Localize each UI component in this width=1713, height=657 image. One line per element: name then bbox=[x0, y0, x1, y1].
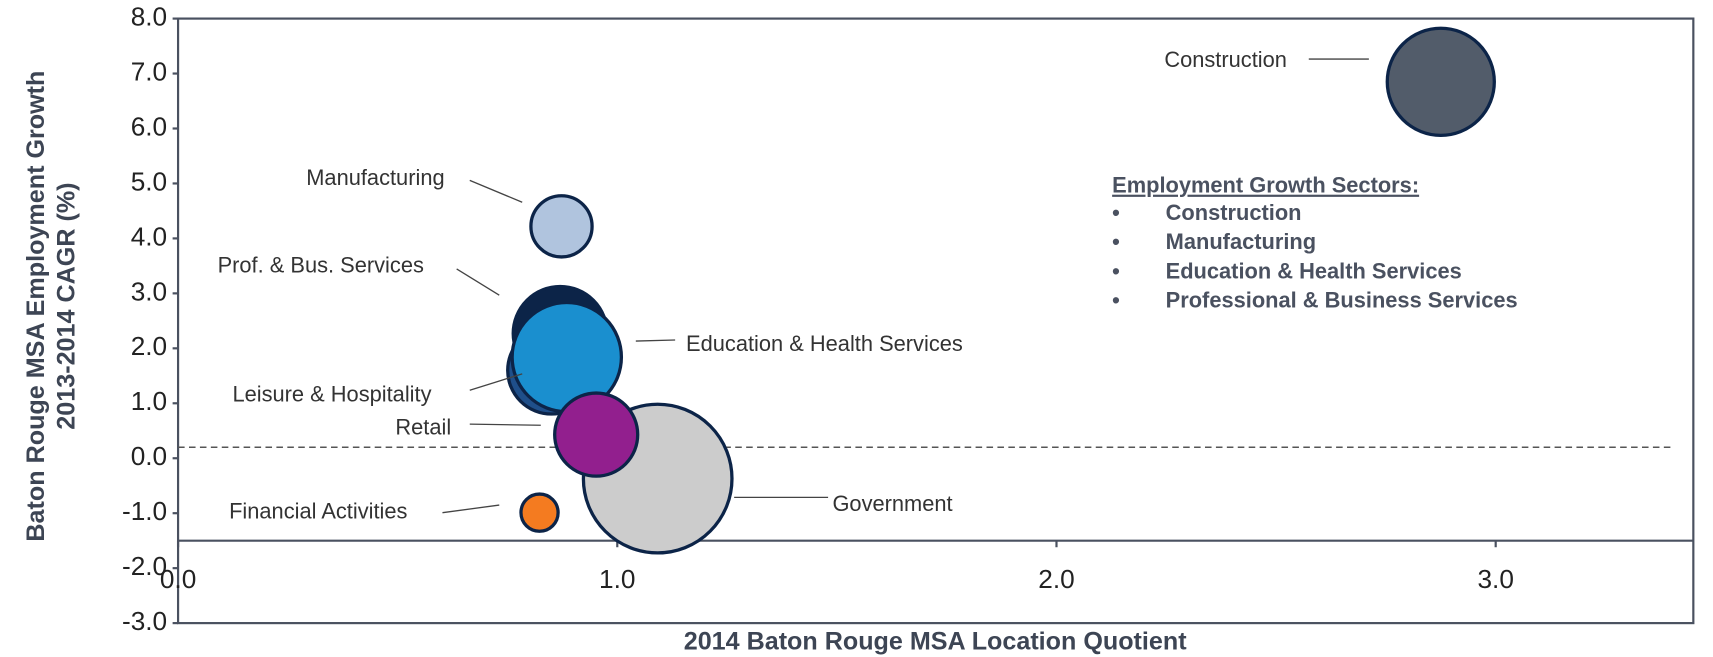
y-tick-label: 2.0 bbox=[131, 331, 167, 361]
leader-line bbox=[456, 268, 500, 296]
bullet: • bbox=[1112, 258, 1120, 283]
bullet: • bbox=[1112, 229, 1120, 254]
bullet: • bbox=[1112, 200, 1120, 225]
bubble-label: Prof. & Bus. Services bbox=[218, 252, 424, 277]
annotation-item: Education & Health Services bbox=[1166, 258, 1462, 283]
x-tick-label: 2.0 bbox=[1038, 564, 1074, 594]
annotation-title: Employment Growth Sectors: bbox=[1112, 173, 1419, 198]
x-tick-label: 3.0 bbox=[1477, 564, 1513, 594]
bubble bbox=[1385, 26, 1496, 137]
bubble-label: Financial Activities bbox=[229, 498, 407, 523]
y-tick-label: 3.0 bbox=[131, 276, 167, 306]
annotation-item: Professional & Business Services bbox=[1166, 288, 1518, 313]
x-tick-label: 0.0 bbox=[160, 564, 196, 594]
y-tick-label: -3.0 bbox=[122, 606, 167, 636]
leader-line bbox=[635, 339, 676, 342]
y-tick-label: 4.0 bbox=[131, 221, 167, 251]
y-tick-label: -1.0 bbox=[122, 496, 167, 526]
bubble-label: Construction bbox=[1164, 47, 1287, 72]
leader-line bbox=[469, 423, 541, 426]
y-tick-label: 1.0 bbox=[131, 386, 167, 416]
bubble-label: Education & Health Services bbox=[686, 331, 963, 356]
bubble-label: Retail bbox=[395, 414, 451, 439]
annotation-item: Construction bbox=[1166, 200, 1302, 225]
leader-line bbox=[469, 179, 523, 203]
y-axis-label: Baton Rouge MSA Employment Growth bbox=[22, 71, 50, 542]
y-tick-label: 6.0 bbox=[131, 111, 167, 141]
leader-line bbox=[469, 373, 523, 391]
y-tick-label: 7.0 bbox=[131, 56, 167, 86]
bubble-label: Government bbox=[832, 491, 952, 516]
y-tick-label: 8.0 bbox=[131, 2, 167, 32]
annotation-item: Manufacturing bbox=[1166, 229, 1316, 254]
bullet: • bbox=[1112, 288, 1120, 313]
plot-frame bbox=[176, 17, 1695, 625]
y-tick-label: -2.0 bbox=[122, 551, 167, 581]
x-axis-label: 2014 Baton Rouge MSA Location Quotient bbox=[684, 627, 1187, 655]
y-tick-label: 0.0 bbox=[131, 441, 167, 471]
leader-line bbox=[442, 504, 500, 514]
bubble bbox=[519, 492, 560, 533]
bubble-label: Manufacturing bbox=[306, 165, 444, 190]
bubble bbox=[553, 391, 640, 478]
bubble-label: Leisure & Hospitality bbox=[232, 381, 431, 406]
y-tick-label: 5.0 bbox=[131, 166, 167, 196]
y-axis-label: 2013-2014 CAGR (%) bbox=[52, 182, 80, 429]
x-tick-label: 1.0 bbox=[599, 564, 635, 594]
bubble bbox=[529, 194, 594, 259]
